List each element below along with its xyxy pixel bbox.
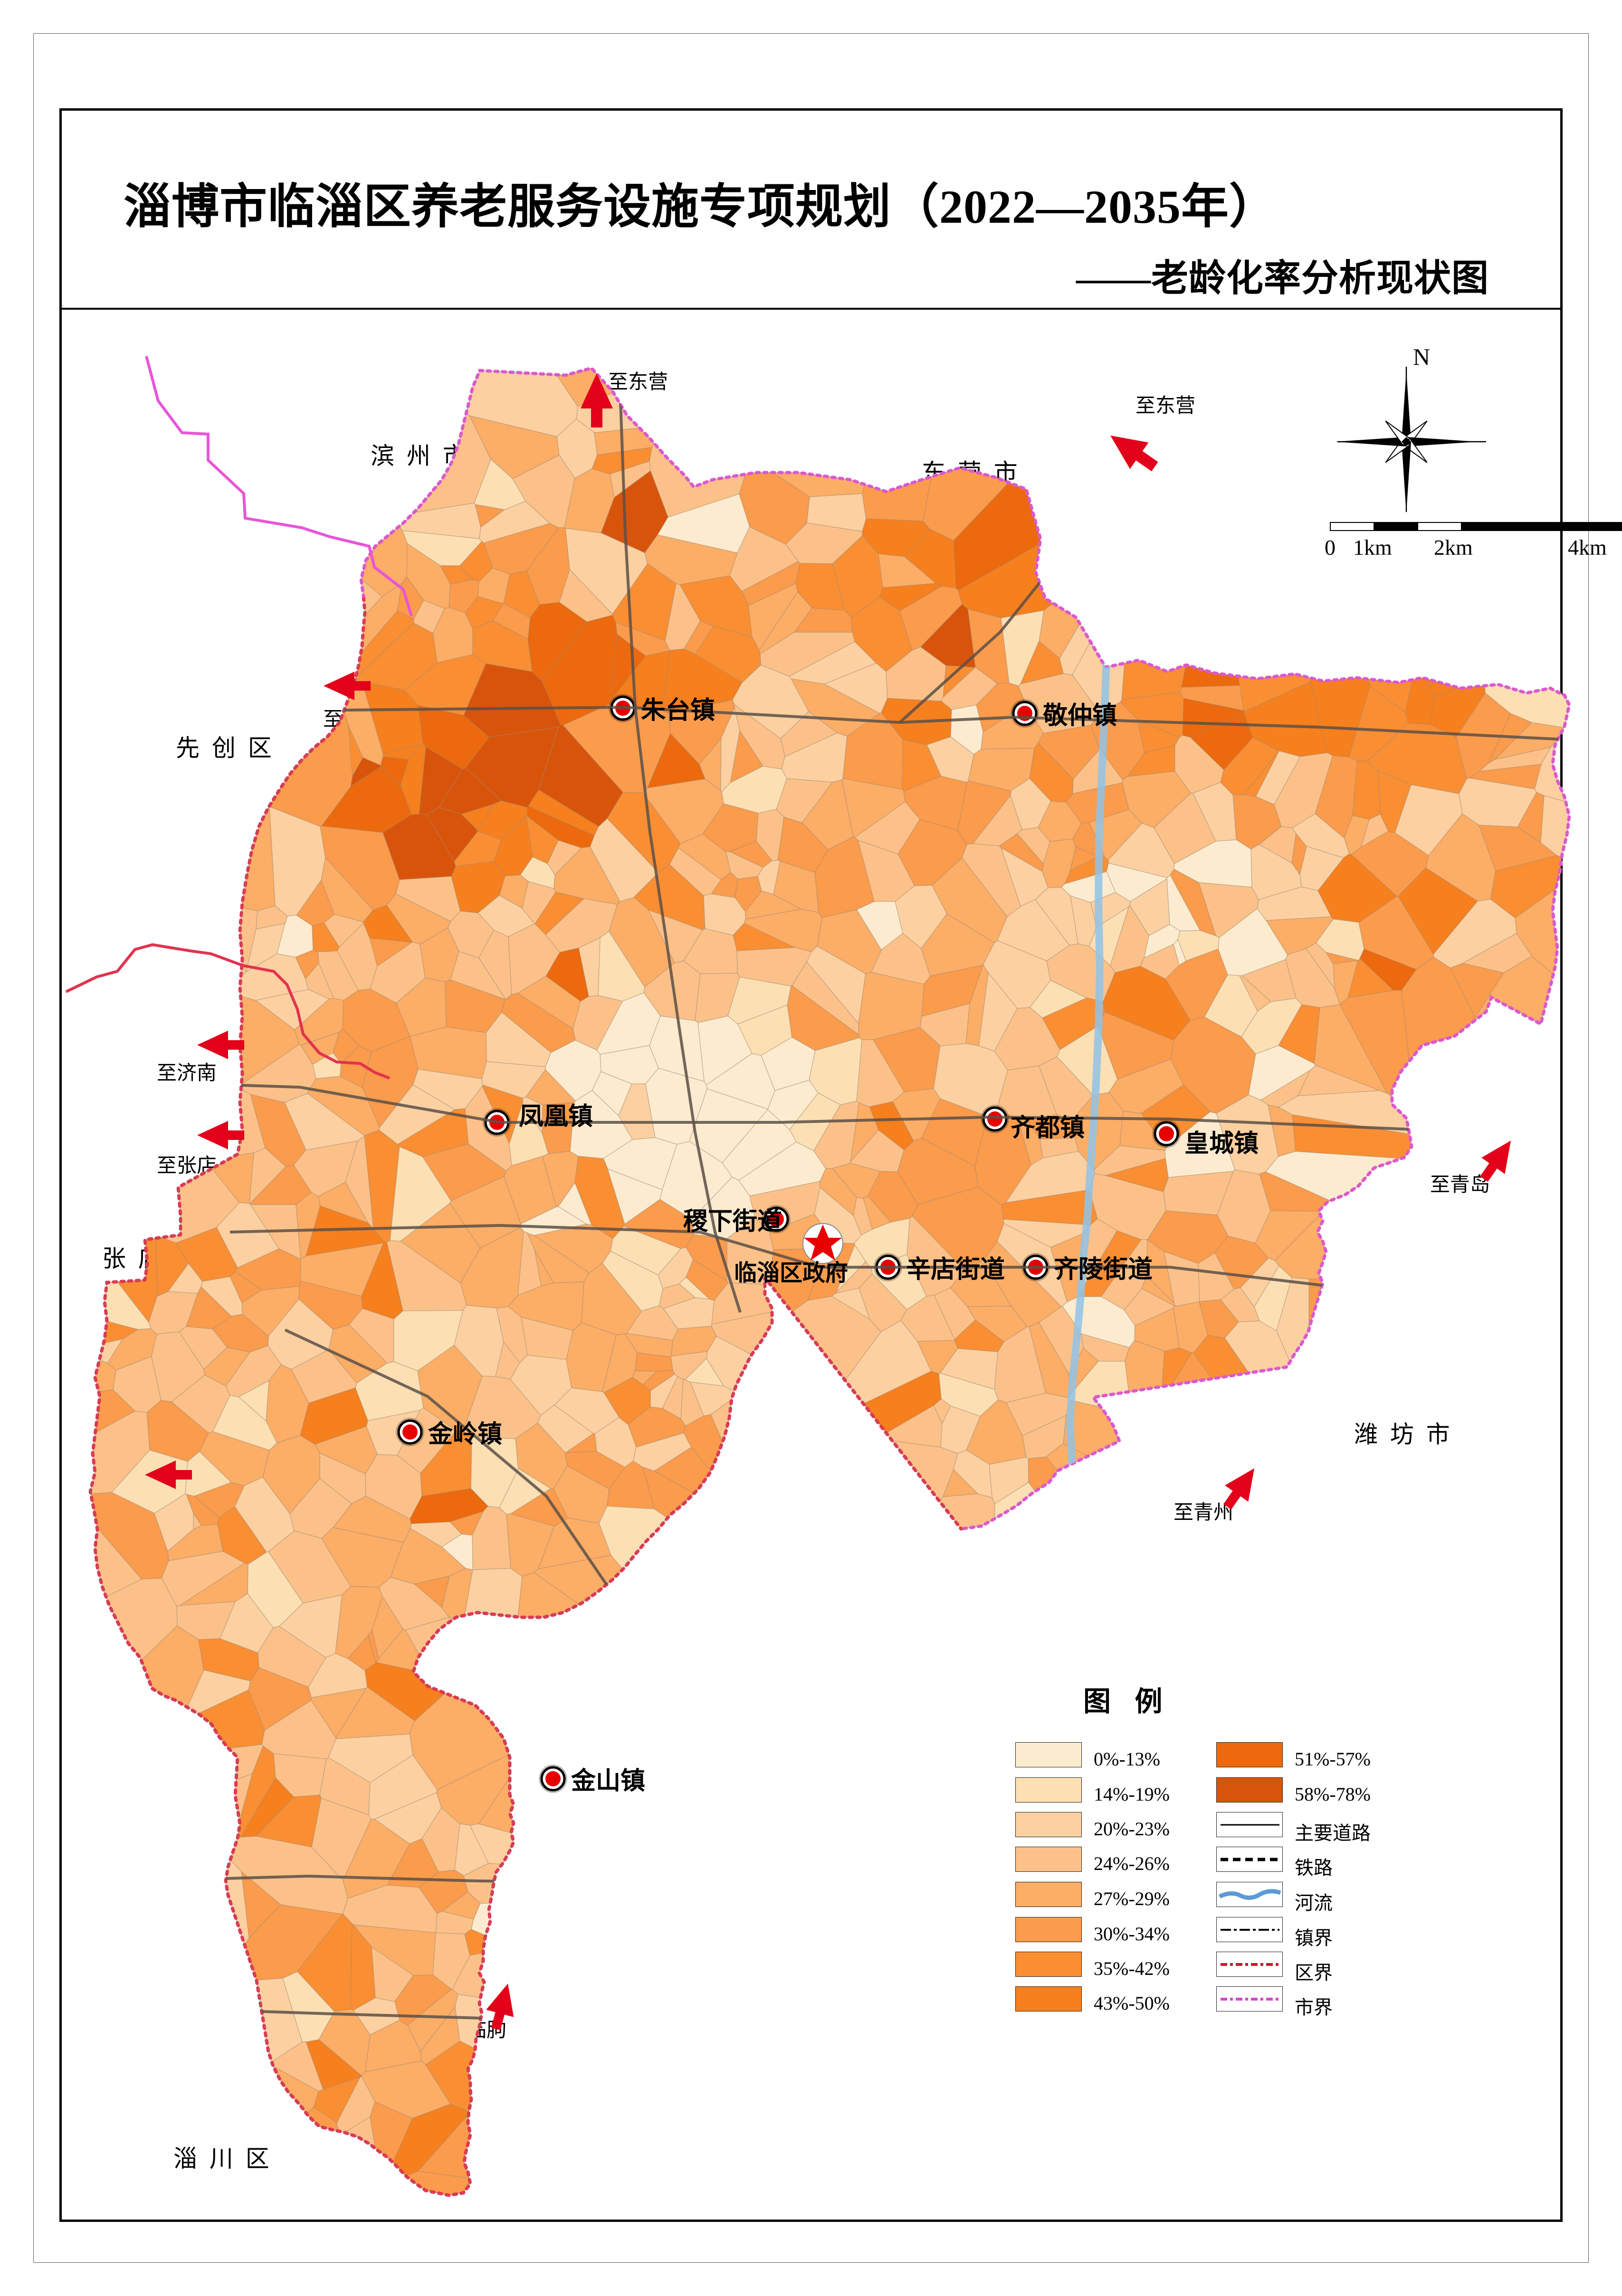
svg-text:N: N [1413,343,1430,370]
svg-text:2km: 2km [1434,535,1473,560]
svg-text:0: 0 [1325,535,1336,560]
svg-text:1km: 1km [1353,535,1392,560]
svg-text:4km: 4km [1568,535,1607,560]
